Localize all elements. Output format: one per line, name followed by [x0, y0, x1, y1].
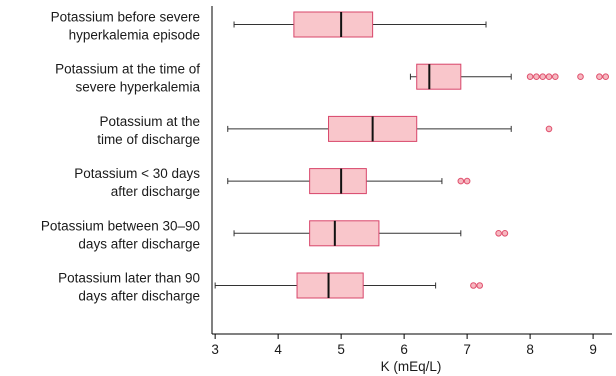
outlier-point [526, 73, 534, 80]
category-label-line: after discharge [111, 184, 200, 199]
x-axis: 3 4 5 6 7 8 9 [211, 6, 612, 357]
x-tick-label: 4 [274, 342, 282, 357]
outlier-point [545, 73, 553, 80]
box-1 [233, 11, 487, 38]
outlier-point [501, 230, 509, 237]
category-label-line: Potassium at the [99, 114, 200, 129]
iqr-box [293, 11, 374, 38]
outlier-point [495, 230, 502, 237]
category-label-line: severe hyperkalemia [75, 80, 200, 95]
x-tick-label: 8 [526, 342, 534, 357]
x-tick-label: 5 [337, 342, 345, 357]
outlier-point [470, 282, 477, 289]
category-label-line: time of discharge [97, 132, 200, 147]
x-tick-label: 6 [400, 342, 408, 357]
iqr-box [296, 272, 364, 299]
outlier-point [533, 73, 540, 80]
category-label-line: Potassium later than 90 [58, 271, 200, 286]
category-label-line: days after discharge [78, 236, 200, 251]
iqr-box [416, 63, 462, 90]
outlier-point [476, 282, 484, 289]
category-label-line: days after discharge [78, 289, 200, 304]
outlier-point [552, 73, 559, 80]
box-6 [214, 272, 484, 299]
outlier-point [577, 73, 584, 80]
outlier-point [457, 177, 465, 185]
x-tick-label: 9 [589, 342, 597, 357]
outlier-point [602, 73, 610, 80]
category-label-line: Potassium < 30 days [74, 166, 200, 181]
box-3 [227, 115, 553, 142]
category-label-line: Potassium at the time of [55, 62, 200, 77]
plot-area [214, 11, 610, 299]
outlier-point [539, 73, 547, 80]
category-label-line: Potassium before severe [51, 10, 200, 25]
x-tick-label: 3 [211, 342, 219, 357]
outlier-point [463, 177, 471, 185]
category-label-line: Potassium between 30–90 [41, 218, 200, 233]
outlier-point [545, 125, 553, 133]
iqr-box [309, 168, 367, 195]
category-labels: Potassium before severe hyperkalemia epis… [41, 10, 201, 304]
box-5 [233, 220, 509, 247]
box-2 [409, 63, 610, 90]
box-4 [227, 168, 471, 195]
iqr-box [309, 220, 380, 247]
x-tick-label: 7 [463, 342, 471, 357]
x-axis-title: K (mEq/L) [381, 359, 442, 374]
outlier-point [596, 73, 603, 80]
category-label-line: hyperkalemia episode [69, 28, 200, 43]
